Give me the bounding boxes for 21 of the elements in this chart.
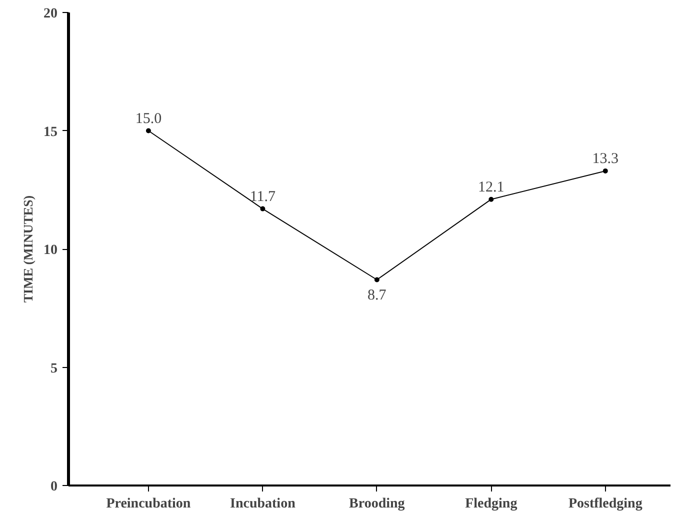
- x-tick-label: Postfledging: [568, 496, 642, 512]
- y-axis-title: TIME (MINUTES): [20, 195, 36, 303]
- point: [488, 196, 494, 202]
- point: [260, 206, 266, 212]
- point: [602, 168, 608, 174]
- x-tick-label: Fledging: [465, 496, 518, 512]
- y-tick-label: 15: [44, 124, 58, 140]
- data-label: 15.0: [135, 110, 162, 127]
- point: [146, 128, 151, 134]
- x-tick-label: Brooding: [349, 496, 405, 512]
- y-tick-label: 10: [44, 243, 58, 258]
- x-tick-label: Preincubation: [106, 496, 191, 512]
- y-tick-label: 0: [50, 480, 58, 494]
- data-label: 12.1: [478, 179, 504, 196]
- y-tick-label: 20: [44, 6, 58, 22]
- point: [374, 277, 380, 282]
- x-tick-label: Incubation: [230, 496, 296, 512]
- data-label: 11.7: [250, 188, 276, 205]
- y-tick-label: 5: [50, 361, 58, 376]
- data-label: 13.3: [592, 150, 619, 167]
- data-label: 8.7: [368, 288, 387, 304]
